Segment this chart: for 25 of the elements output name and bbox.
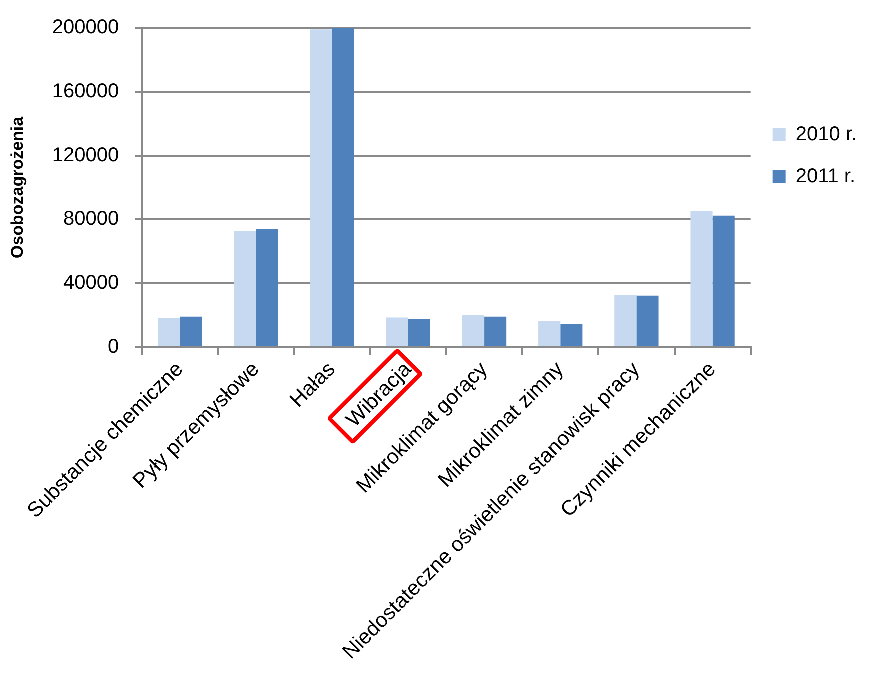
- bar: [484, 316, 507, 346]
- y-tick-label: 80000: [64, 208, 120, 230]
- y-tick-label: 40000: [64, 272, 120, 294]
- bar: [386, 318, 408, 346]
- bar: [462, 315, 485, 346]
- bar: [180, 316, 202, 346]
- legend-label: 2010 r.: [796, 123, 858, 146]
- bar: [234, 232, 256, 346]
- bar: [560, 324, 583, 346]
- bar: [690, 212, 713, 346]
- y-tick-label: 200000: [52, 16, 120, 39]
- y-tick-label: 120000: [52, 144, 120, 166]
- y-tick-label: 0: [108, 336, 120, 358]
- bar: [712, 216, 735, 346]
- y-tick-label: 160000: [52, 80, 120, 102]
- bar: [538, 320, 561, 346]
- bar: [158, 318, 180, 346]
- bar: [614, 295, 637, 346]
- bar: [408, 320, 431, 346]
- bar: [310, 30, 332, 346]
- legend-label: 2011 r.: [796, 165, 856, 188]
- bar: [636, 296, 659, 346]
- bar: [256, 229, 278, 346]
- bar: [332, 28, 354, 346]
- y-axis-title: Osobozagrożenia: [8, 116, 27, 259]
